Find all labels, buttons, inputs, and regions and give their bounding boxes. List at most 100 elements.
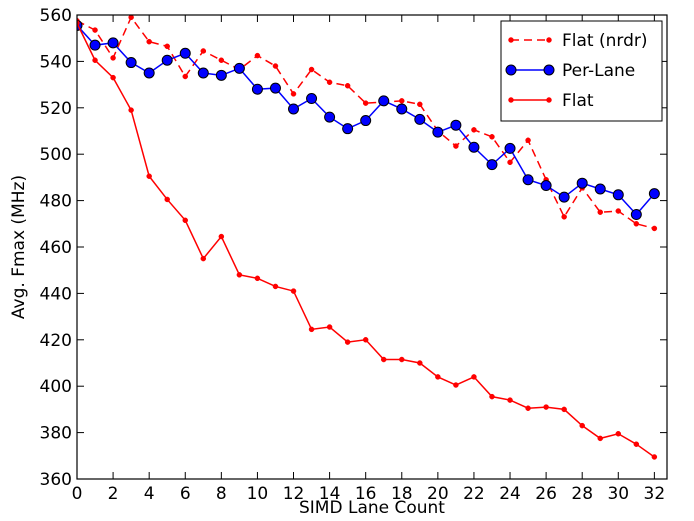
data-point-flat bbox=[290, 288, 297, 294]
data-point-flat-nrdr bbox=[651, 225, 658, 232]
data-point-per-lane bbox=[89, 39, 101, 51]
series-line-flat-nrdr bbox=[77, 15, 655, 230]
data-point-per-lane bbox=[107, 37, 119, 49]
legend-box bbox=[500, 20, 663, 122]
data-point-flat bbox=[417, 360, 423, 366]
y-tick-label: 520 bbox=[40, 99, 72, 119]
legend-marker-per-lane bbox=[543, 64, 555, 76]
data-point-flat-nrdr bbox=[453, 143, 459, 149]
legend-marker-per-lane bbox=[505, 64, 517, 76]
data-point-flat-nrdr bbox=[399, 98, 405, 104]
data-point-per-lane bbox=[486, 159, 498, 171]
legend-label-flat-nrdr: Flat (nrdr) bbox=[562, 31, 648, 51]
data-point-flat bbox=[110, 74, 116, 81]
data-point-flat-nrdr bbox=[308, 66, 315, 73]
data-point-flat-nrdr bbox=[344, 83, 351, 89]
data-point-flat bbox=[380, 356, 387, 363]
data-point-flat bbox=[362, 337, 369, 343]
data-point-flat bbox=[561, 406, 567, 413]
x-tick-label: 14 bbox=[319, 484, 341, 504]
data-point-flat-nrdr bbox=[561, 214, 567, 220]
data-point-flat bbox=[254, 275, 261, 282]
y-tick-label: 420 bbox=[40, 331, 72, 351]
data-point-per-lane bbox=[251, 83, 263, 95]
tick-layer: 0 2 4 6 8 10 12 14 16 18 20 22 24 26 28 30 3236038040042… bbox=[40, 6, 667, 504]
data-point-per-lane bbox=[360, 115, 372, 127]
data-point-per-lane bbox=[396, 103, 408, 115]
data-point-flat-nrdr bbox=[615, 208, 622, 214]
data-point-flat-nrdr bbox=[164, 43, 170, 50]
data-point-per-lane bbox=[504, 142, 516, 154]
legend-marker-flat-nrdr bbox=[546, 37, 552, 43]
data-point-flat-nrdr bbox=[254, 52, 261, 59]
legend-marker-flat bbox=[508, 97, 514, 103]
data-point-flat-nrdr bbox=[326, 79, 333, 86]
data-point-flat bbox=[344, 339, 351, 345]
data-point-flat bbox=[308, 326, 315, 333]
x-tick-label: 2 bbox=[108, 484, 119, 504]
data-point-per-lane bbox=[432, 126, 444, 138]
y-tick-label: 540 bbox=[40, 52, 72, 72]
x-axis-title: SIMD Lane Count bbox=[299, 498, 445, 518]
data-point-per-lane bbox=[468, 141, 480, 153]
data-point-flat bbox=[128, 107, 134, 113]
legend: Flat (nrdr) Per-Lane Flat bbox=[500, 20, 663, 122]
data-point-per-lane bbox=[197, 67, 209, 79]
y-tick-label: 400 bbox=[40, 377, 72, 397]
data-point-flat-nrdr bbox=[471, 127, 477, 133]
x-tick-label: 0 bbox=[72, 484, 83, 504]
x-tick-label: 30 bbox=[607, 484, 629, 504]
data-point-flat bbox=[489, 393, 495, 400]
data-point-per-lane bbox=[648, 188, 660, 200]
data-point-per-lane bbox=[179, 47, 191, 59]
data-point-per-lane bbox=[540, 180, 552, 192]
x-tick-label: 4 bbox=[144, 484, 155, 504]
y-tick-label: 560 bbox=[40, 6, 72, 26]
y-tick-label: 440 bbox=[40, 284, 72, 304]
data-point-per-lane bbox=[558, 191, 570, 203]
data-point-per-lane bbox=[269, 82, 281, 94]
x-tick-label: 6 bbox=[180, 484, 191, 504]
data-point-flat-nrdr bbox=[489, 134, 495, 140]
data-point-flat bbox=[543, 404, 549, 410]
data-point-per-lane bbox=[378, 95, 390, 107]
data-point-flat bbox=[615, 431, 622, 437]
data-point-flat-nrdr bbox=[272, 63, 279, 69]
data-point-flat bbox=[77, 20, 80, 26]
x-tick-label: 10 bbox=[247, 484, 269, 504]
legend-marker-flat-nrdr bbox=[508, 37, 514, 43]
data-point-flat bbox=[218, 233, 225, 240]
y-tick-label: 480 bbox=[40, 192, 72, 212]
data-point-flat-nrdr bbox=[507, 159, 513, 166]
data-point-flat bbox=[272, 283, 279, 290]
x-tick-label: 16 bbox=[355, 484, 377, 504]
series-flat bbox=[77, 20, 658, 460]
data-point-flat-nrdr bbox=[218, 57, 225, 63]
data-point-flat-nrdr bbox=[633, 221, 640, 227]
data-point-per-lane bbox=[594, 183, 606, 195]
data-point-flat bbox=[326, 324, 333, 330]
data-point-flat-nrdr bbox=[290, 91, 297, 97]
x-tick-label: 8 bbox=[216, 484, 227, 504]
data-point-flat-nrdr bbox=[128, 15, 134, 21]
data-point-flat-nrdr bbox=[597, 209, 603, 215]
x-tick-label: 20 bbox=[427, 484, 449, 504]
data-point-flat bbox=[435, 374, 441, 380]
series-per-lane bbox=[77, 19, 660, 221]
x-tick-label: 24 bbox=[499, 484, 521, 504]
data-point-flat bbox=[146, 173, 152, 179]
data-point-per-lane bbox=[414, 113, 426, 125]
data-point-per-lane bbox=[143, 67, 155, 79]
data-point-flat-nrdr bbox=[200, 48, 207, 54]
data-point-flat bbox=[453, 382, 459, 388]
data-point-per-lane bbox=[306, 93, 318, 105]
data-point-flat bbox=[597, 435, 603, 442]
series-layer bbox=[77, 15, 660, 460]
x-tick-label: 32 bbox=[644, 484, 666, 504]
data-point-flat bbox=[471, 374, 477, 380]
x-tick-label: 28 bbox=[571, 484, 593, 504]
data-point-flat bbox=[164, 196, 170, 203]
data-point-per-lane bbox=[522, 174, 534, 186]
data-point-flat-nrdr bbox=[525, 137, 531, 144]
y-tick-label: 500 bbox=[40, 145, 72, 165]
